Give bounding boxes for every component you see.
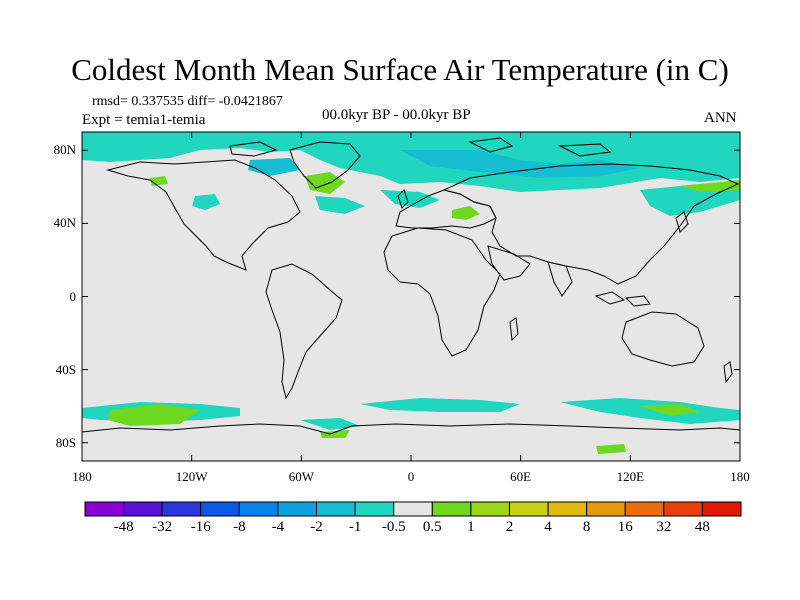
y-tick-label: 0	[69, 288, 77, 304]
period-label: 00.0kyr BP - 00.0kyr BP	[322, 107, 471, 123]
x-tick-label: 60E	[510, 469, 532, 484]
colorbar-label: 32	[656, 519, 672, 535]
colorbar-swatch	[161, 501, 202, 517]
colorbar-swatch	[200, 501, 240, 517]
colorbar-swatch	[238, 501, 279, 517]
colorbar-swatch	[277, 501, 318, 517]
colorbar-label: 16	[617, 519, 633, 535]
colorbar-label: -0.5	[381, 519, 406, 535]
x-tick-label: 0	[407, 469, 415, 484]
rmsd-stats: rmsd= 0.337535 diff= -0.0421867	[92, 94, 283, 109]
warming-anomaly-areas	[108, 172, 740, 454]
colorbar-label: -4	[271, 519, 285, 535]
colorbar-swatch	[624, 501, 665, 517]
y-tick-label: 40S	[55, 361, 76, 377]
colorbar-swatch	[84, 501, 125, 517]
y-tick-label: 40N	[53, 215, 76, 231]
colorbar-label: 4	[544, 519, 552, 535]
coastlines	[82, 137, 740, 435]
colorbar-swatch	[508, 501, 549, 517]
colorbar-label: -16	[190, 519, 211, 535]
colorbar-label: 8	[582, 519, 591, 535]
colorbar-swatch	[431, 501, 472, 517]
x-tick-label: 120W	[175, 469, 208, 484]
colorbar-label: -1	[348, 519, 362, 535]
colorbar-swatch	[393, 501, 433, 517]
colorbar-swatch	[123, 501, 163, 517]
colorbar-swatch	[663, 501, 703, 517]
experiment-label: Expt = temia1-temia	[82, 112, 206, 128]
colorbar-label: 1	[467, 519, 475, 535]
colorbar-label: 2	[505, 519, 514, 535]
axis-ticks	[81, 132, 741, 461]
colorbar-label: 0.5	[422, 519, 442, 535]
colorbar-label: -32	[152, 519, 173, 535]
colorbar-label: -8	[233, 519, 246, 535]
colorbar-swatch	[701, 501, 742, 517]
season-label: ANN	[704, 110, 737, 126]
colorbar-label: 48	[694, 519, 710, 535]
x-tick-label: 120E	[616, 469, 645, 484]
colorbar-swatch	[470, 501, 510, 517]
colorbar-swatch	[547, 501, 588, 517]
colorbar-swatch	[586, 501, 626, 517]
y-tick-label: 80S	[55, 434, 76, 450]
colorbar-swatch	[354, 501, 395, 517]
colorbar-swatch	[316, 501, 356, 517]
map-title: Coldest Month Mean Surface Air Temperatu…	[71, 52, 729, 87]
colorbar-label: -48	[113, 519, 134, 535]
x-tick-label: 180	[730, 469, 750, 484]
colorbar-label: -2	[310, 519, 323, 535]
x-tick-label: 180	[72, 469, 92, 484]
y-tick-label: 80N	[53, 142, 76, 158]
x-tick-label: 60W	[288, 469, 314, 484]
